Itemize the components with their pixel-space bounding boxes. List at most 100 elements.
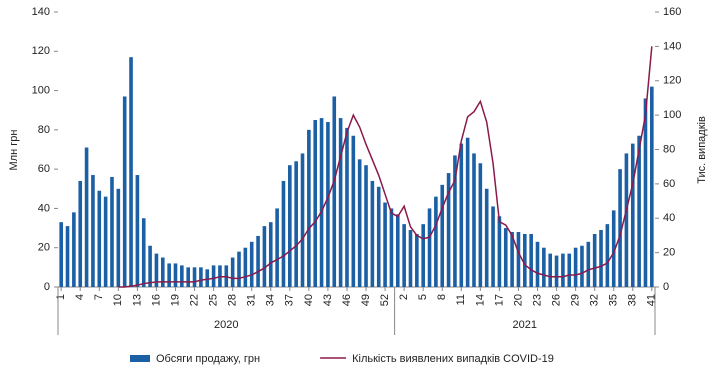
y-tick-label: 0 [44,281,50,293]
legend-swatch [130,355,150,362]
bar [389,208,394,287]
y-axis-label: Млн грн [8,130,20,171]
x-tick-label: 38 [627,294,639,306]
bar [402,224,406,287]
bar [484,188,489,287]
x-tick-label: 34 [265,294,277,306]
bar [173,263,178,287]
x-tick-label: 20 [512,294,524,306]
bar [135,175,140,287]
bar [611,210,616,287]
x-tick-label: 22 [188,294,200,306]
bar [72,212,76,287]
y2-tick-label: 20 [663,247,675,259]
x-tick-label: 41 [646,294,658,306]
bar [453,155,457,287]
bar [395,214,400,287]
x-tick-label: 8 [436,294,448,300]
bar [554,255,559,287]
bar [180,265,184,287]
x-tick-label: 13 [131,294,143,306]
line [118,46,653,288]
x-tick-label: 35 [608,294,620,306]
bar [262,226,267,287]
bar [103,196,108,287]
bar [294,161,298,287]
x-tick-label: 37 [284,294,296,306]
bar [465,137,470,287]
x-tick-label: 5 [417,294,429,300]
y-tick-label: 60 [38,163,50,175]
bar [256,235,260,287]
bar [548,253,553,287]
y2-axis-label: Тис. випадків [696,116,708,184]
bar [160,257,165,287]
bar [97,190,102,287]
bar [148,245,152,287]
legend-label: Кількість виявлених випадків COVID-19 [352,353,554,365]
bar [516,232,521,287]
bar [59,222,63,287]
bar [351,135,356,287]
bar [440,184,445,287]
bar [592,233,597,287]
x-group-label: 2021 [513,319,537,331]
bar [542,247,546,287]
bar [586,241,591,287]
bar [459,143,464,287]
y2-tick-label: 120 [663,75,681,87]
y2-tick-label: 160 [663,6,681,18]
bar [510,232,514,287]
bar [630,143,635,287]
bar [338,118,343,287]
bar [580,245,584,287]
x-tick-label: 1 [55,294,67,300]
bar [650,86,654,288]
x-tick-label: 40 [303,294,315,306]
bar [478,163,483,287]
x-tick-label: 31 [246,294,258,306]
bar [122,96,127,287]
bar [65,226,70,287]
bar [529,233,533,287]
x-tick-label: 49 [360,294,372,306]
x-group-label: 2020 [214,319,238,331]
bar [643,98,648,287]
bar [567,253,572,287]
bar [268,222,273,287]
bar [332,96,337,287]
bar [523,233,527,287]
bar [415,233,419,287]
x-tick-label: 28 [227,294,239,306]
bar [186,267,190,287]
bar [243,247,248,287]
bar [427,208,432,287]
bar [249,241,254,287]
x-tick-label: 46 [341,294,353,306]
y-tick-label: 20 [38,242,50,254]
bar [599,230,603,287]
bar [383,202,387,287]
bar [84,147,89,287]
bar [624,153,629,287]
bar [307,129,311,287]
x-tick-label: 16 [150,294,162,306]
bar [230,257,235,287]
y-tick-label: 140 [32,6,50,18]
bar [472,153,476,287]
y-tick-label: 80 [38,124,50,136]
bar [281,180,286,287]
bar [370,180,375,287]
bar [275,208,279,287]
x-tick-label: 43 [322,294,334,306]
y-tick-label: 100 [32,84,50,96]
bar [211,265,216,287]
bar [313,120,318,288]
bar [503,228,508,287]
bar [116,188,121,287]
bar [408,230,413,287]
bar [491,206,495,287]
bar [288,165,292,287]
y2-tick-label: 140 [663,40,681,52]
